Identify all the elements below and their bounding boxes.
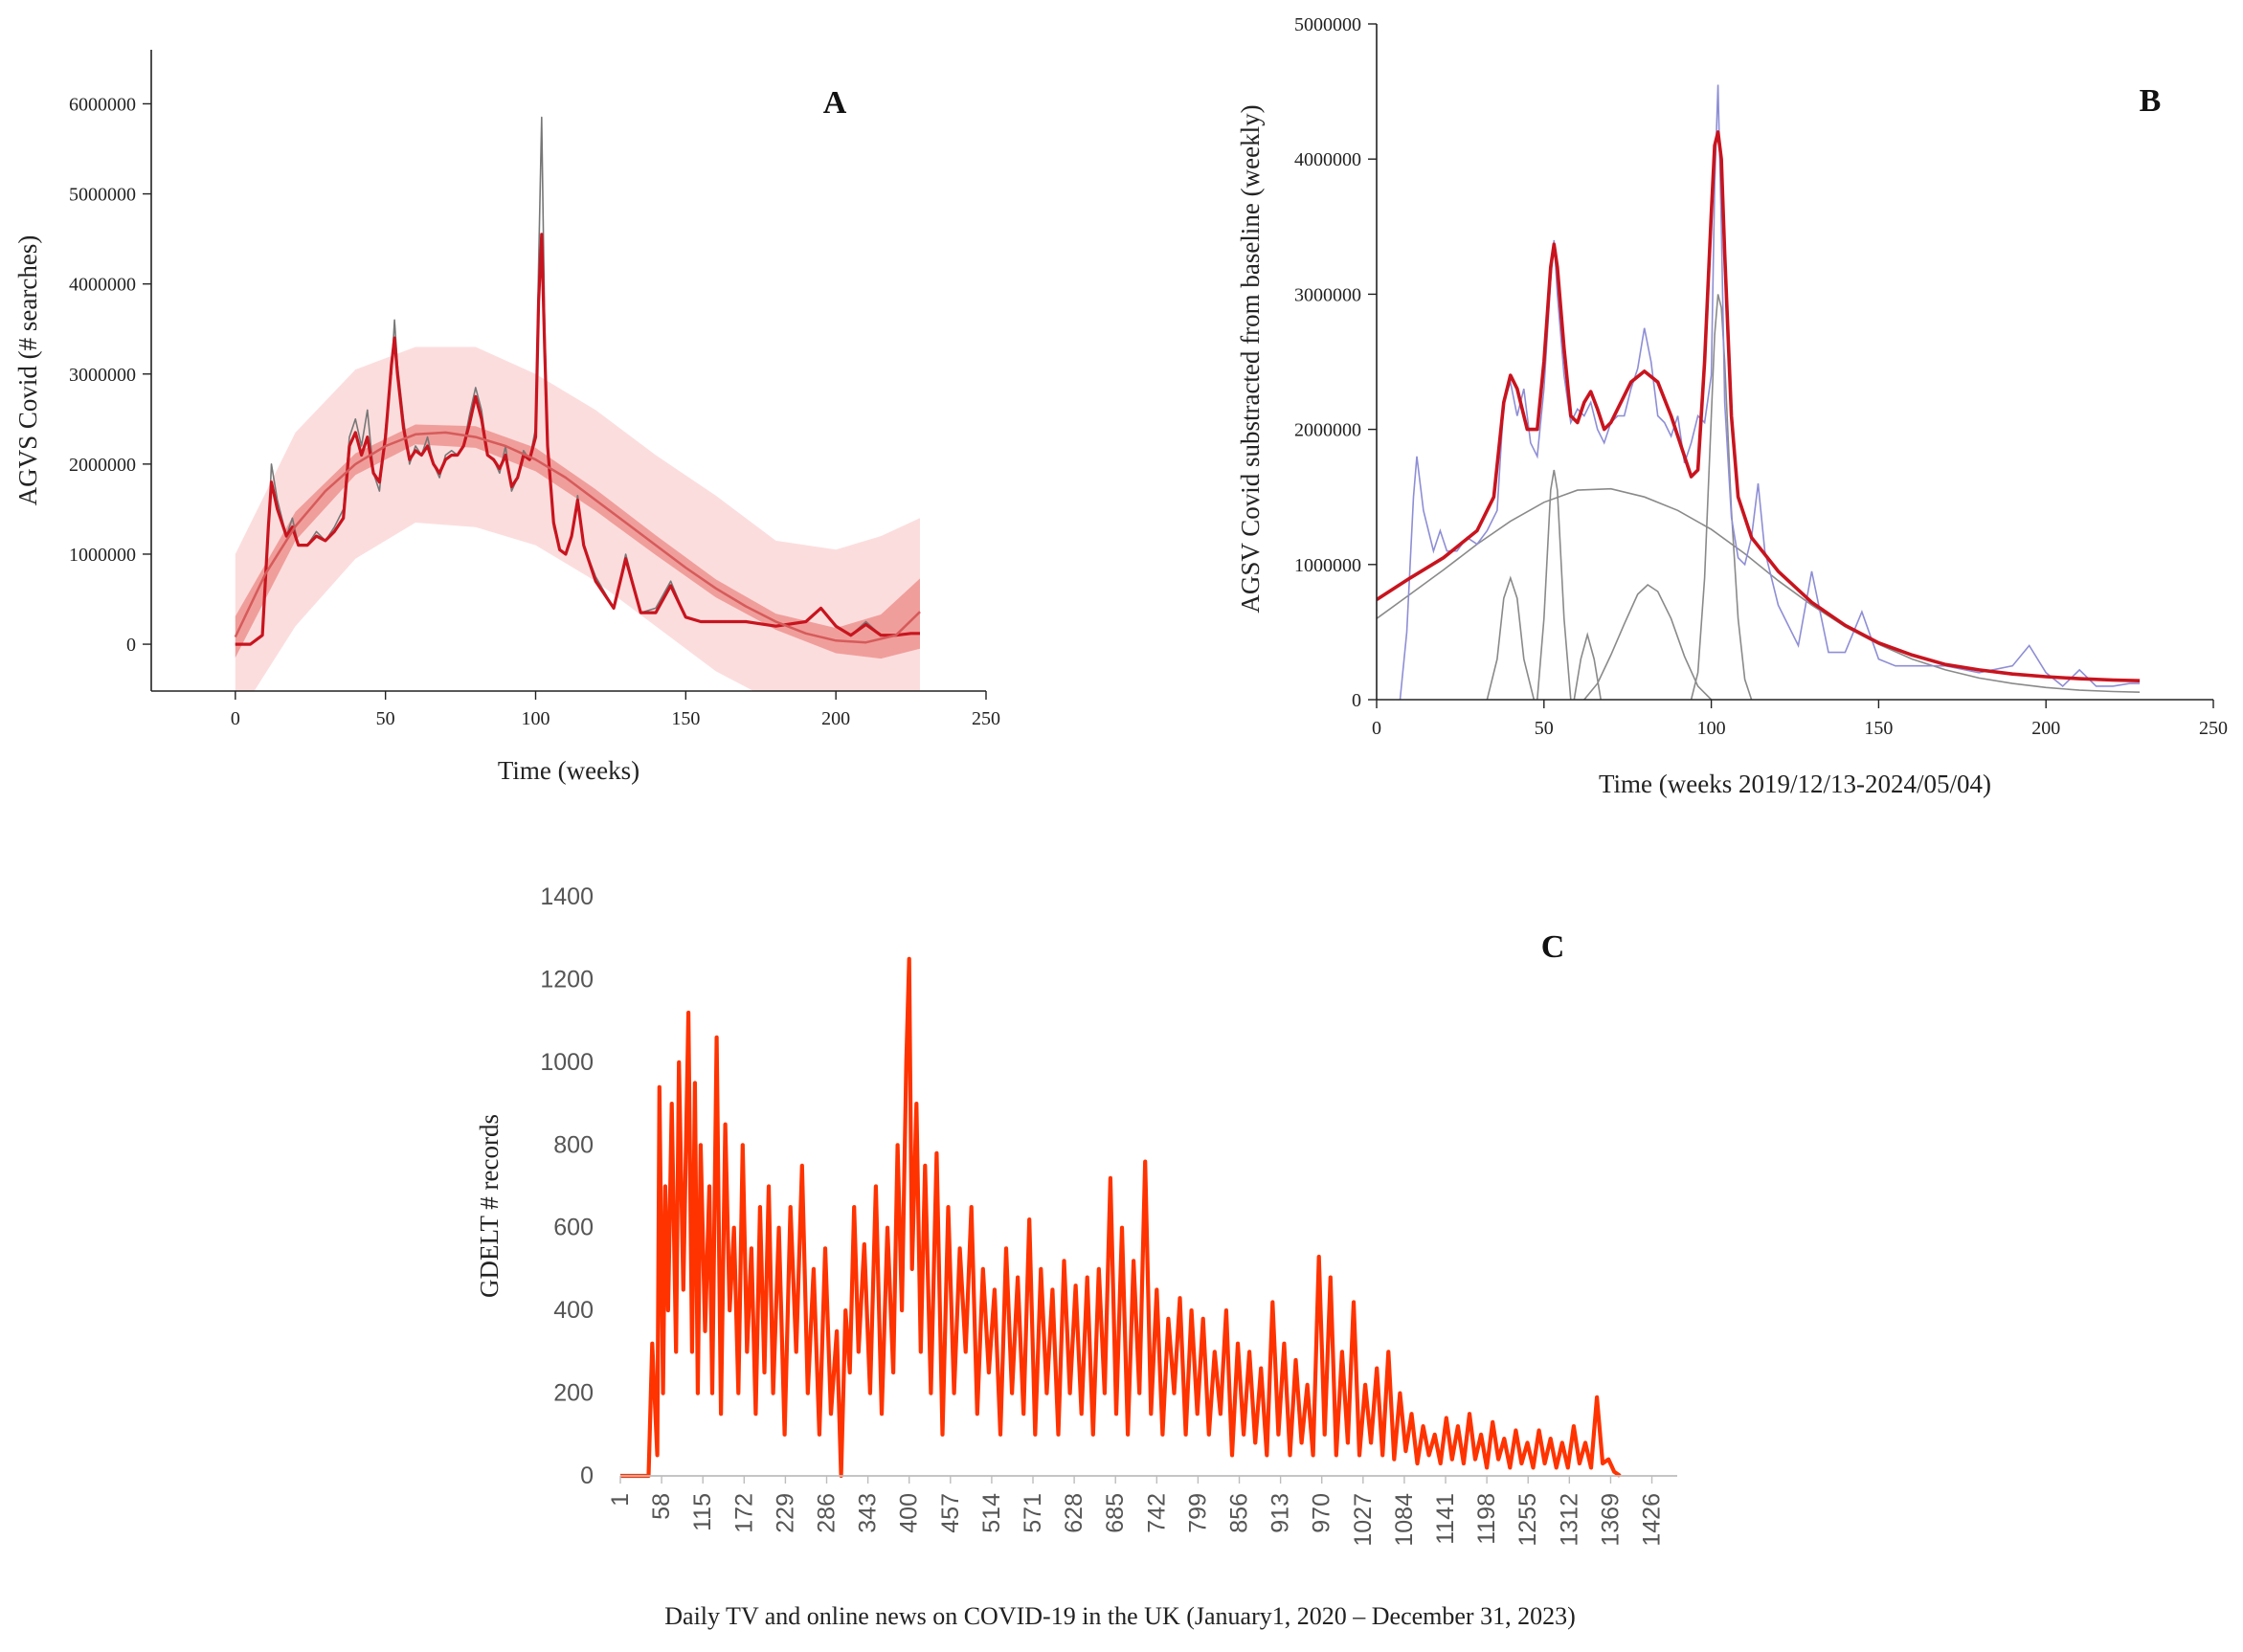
y-tick-label: 4000000 bbox=[69, 275, 136, 296]
x-axis-label: Daily TV and online news on COVID-19 in … bbox=[664, 1602, 1575, 1630]
plot-area bbox=[1377, 84, 2141, 700]
series-fit bbox=[234, 431, 921, 644]
y-tick-label: 800 bbox=[553, 1131, 594, 1158]
y-axis-label: AGVS Covid (# searches) bbox=[13, 235, 42, 506]
x-tick-label: 0 bbox=[231, 708, 240, 729]
x-tick-label: 742 bbox=[1143, 1493, 1170, 1533]
y-tick-label: 5000000 bbox=[1294, 14, 1361, 35]
x-tick-label: 150 bbox=[1864, 718, 1893, 739]
y-tick-label: 200 bbox=[553, 1380, 594, 1407]
x-tick-label: 400 bbox=[896, 1493, 923, 1533]
series-component-6 bbox=[1690, 294, 1753, 700]
x-tick-label: 1255 bbox=[1514, 1493, 1541, 1547]
x-tick-label: 229 bbox=[772, 1493, 798, 1533]
x-tick-label: 50 bbox=[1535, 718, 1554, 739]
x-tick-label: 1027 bbox=[1350, 1493, 1377, 1547]
x-tick-label: 1426 bbox=[1639, 1493, 1666, 1547]
y-tick-label: 4000000 bbox=[1294, 149, 1361, 170]
x-tick-label: 1141 bbox=[1432, 1493, 1459, 1545]
y-tick-label: 0 bbox=[126, 635, 136, 656]
x-tick-label: 856 bbox=[1226, 1493, 1253, 1533]
series-data bbox=[1399, 84, 2141, 700]
prediction-band bbox=[235, 346, 920, 691]
x-tick-label: 685 bbox=[1102, 1493, 1129, 1533]
x-tick-label: 457 bbox=[937, 1493, 964, 1533]
series-fit bbox=[1377, 130, 2141, 682]
x-tick-label: 1369 bbox=[1597, 1493, 1624, 1547]
y-tick-label: 6000000 bbox=[69, 94, 136, 115]
series-component-4 bbox=[1573, 632, 1602, 700]
y-tick-label: 0 bbox=[1352, 690, 1361, 711]
series-component-2 bbox=[1486, 575, 1536, 700]
y-tick-label: 1000000 bbox=[69, 545, 136, 566]
y-tick-label: 600 bbox=[553, 1215, 594, 1241]
x-tick-label: 0 bbox=[1372, 718, 1381, 739]
y-tick-label: 2000000 bbox=[69, 455, 136, 476]
x-tick-label: 100 bbox=[521, 708, 550, 729]
y-tick-label: 1000 bbox=[540, 1049, 594, 1076]
series-component-5 bbox=[1583, 583, 1713, 700]
series-component-1 bbox=[1377, 487, 2141, 693]
y-tick-label: 400 bbox=[553, 1297, 594, 1324]
y-tick-label: 3000000 bbox=[69, 365, 136, 386]
x-tick-label: 970 bbox=[1309, 1493, 1335, 1533]
x-tick-label: 50 bbox=[376, 708, 395, 729]
x-tick-label: 172 bbox=[730, 1493, 757, 1533]
panel-a: 0 50 100 150 200 250 0 1000000 2000000 3000000 400… bbox=[13, 50, 1000, 785]
x-tick-label: 514 bbox=[978, 1493, 1005, 1533]
y-tick-label: 0 bbox=[580, 1462, 594, 1489]
x-tick-label: 799 bbox=[1184, 1493, 1211, 1533]
x-axis-label: Time (weeks 2019/12/13-2024/05/04) bbox=[1599, 770, 1991, 798]
series-component-3 bbox=[1536, 469, 1572, 700]
y-axis-label: GDELT # records bbox=[475, 1114, 504, 1298]
panel-b: 0 50 100 150 200 250 0 1000000 2000000 3000000 400… bbox=[1236, 14, 2228, 798]
y-tick-label: 1400 bbox=[540, 883, 594, 910]
x-tick-label: 913 bbox=[1267, 1493, 1294, 1533]
x-tick-label: 1312 bbox=[1556, 1493, 1582, 1547]
x-tick-label: 100 bbox=[1697, 718, 1726, 739]
x-tick-label: 1 bbox=[607, 1493, 634, 1507]
panel-c: 1 58 115 172 229 286 343 400 457 514 571 628 685 742 7… bbox=[475, 883, 1677, 1630]
x-tick-label: 628 bbox=[1061, 1493, 1088, 1533]
y-tick-label: 2000000 bbox=[1294, 420, 1361, 441]
y-tick-label: 3000000 bbox=[1294, 284, 1361, 305]
y-tick-label: 1000000 bbox=[1294, 555, 1361, 576]
x-tick-label: 200 bbox=[821, 708, 850, 729]
x-tick-label: 58 bbox=[648, 1493, 675, 1520]
x-tick-label: 1084 bbox=[1391, 1493, 1418, 1547]
y-tick-label: 1200 bbox=[540, 966, 594, 993]
y-tick-label: 5000000 bbox=[69, 185, 136, 206]
y-axis-label: AGSV Covid substracted from baseline (we… bbox=[1236, 104, 1265, 613]
x-tick-label: 200 bbox=[2031, 718, 2060, 739]
panel-label: A bbox=[823, 85, 847, 121]
x-tick-label: 150 bbox=[671, 708, 700, 729]
x-tick-label: 1198 bbox=[1473, 1493, 1500, 1545]
x-axis-label: Time (weeks) bbox=[498, 756, 639, 785]
x-tick-label: 250 bbox=[2199, 718, 2228, 739]
confidence-band bbox=[235, 424, 921, 659]
x-tick-label: 250 bbox=[972, 708, 1000, 729]
x-tick-label: 343 bbox=[855, 1493, 882, 1533]
plot-area bbox=[234, 116, 921, 691]
panel-label: C bbox=[1541, 929, 1565, 965]
series-gdelt bbox=[620, 956, 1622, 1479]
x-tick-label: 286 bbox=[814, 1493, 841, 1533]
panel-label: B bbox=[2140, 83, 2162, 119]
series-smoothed bbox=[235, 233, 920, 646]
x-tick-label: 115 bbox=[689, 1493, 716, 1531]
x-tick-label: 571 bbox=[1020, 1493, 1046, 1533]
